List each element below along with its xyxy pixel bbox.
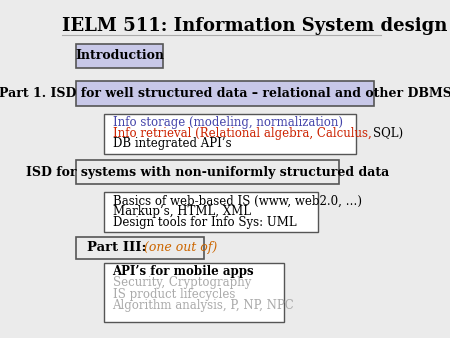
Text: Design tools for Info Sys: UML: Design tools for Info Sys: UML (112, 216, 296, 229)
Text: Part III:: Part III: (86, 241, 146, 254)
Text: Markup’s, HTML, XML: Markup’s, HTML, XML (112, 205, 251, 218)
FancyBboxPatch shape (76, 160, 339, 184)
Text: DB integrated API’s: DB integrated API’s (112, 138, 231, 150)
Text: (one out of): (one out of) (140, 241, 217, 254)
Text: IS product lifecycles: IS product lifecycles (112, 288, 235, 300)
FancyBboxPatch shape (104, 114, 356, 154)
Text: Basics of web-based IS (www, web2.0, …): Basics of web-based IS (www, web2.0, …) (112, 194, 361, 207)
Text: Part 1. ISD for well structured data – relational and other DBMS: Part 1. ISD for well structured data – r… (0, 88, 450, 100)
Text: SQL): SQL) (373, 127, 403, 140)
Text: Introduction: Introduction (75, 49, 164, 62)
Text: Security, Cryptography: Security, Cryptography (112, 276, 251, 289)
Text: IELM 511: Information System design: IELM 511: Information System design (63, 17, 448, 35)
Text: Algorithm analysis, P, NP, NPC: Algorithm analysis, P, NP, NPC (112, 299, 294, 312)
FancyBboxPatch shape (104, 192, 318, 232)
FancyBboxPatch shape (76, 44, 163, 68)
FancyBboxPatch shape (104, 263, 284, 322)
Text: Info storage (modeling, normalization): Info storage (modeling, normalization) (112, 116, 342, 129)
FancyBboxPatch shape (76, 237, 204, 259)
Text: ISD for systems with non-uniformly structured data: ISD for systems with non-uniformly struc… (26, 166, 389, 178)
Text: Info retrieval (Relational algebra, Calculus,: Info retrieval (Relational algebra, Calc… (112, 127, 375, 140)
FancyBboxPatch shape (76, 81, 374, 106)
Text: API’s for mobile apps: API’s for mobile apps (112, 265, 254, 278)
